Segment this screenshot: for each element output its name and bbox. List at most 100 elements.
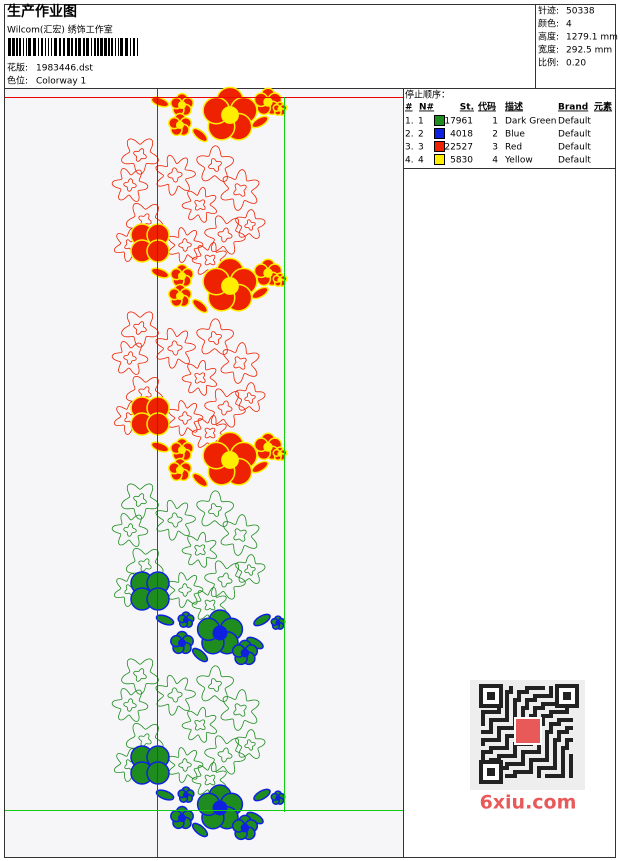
leaf	[155, 789, 175, 801]
qr-logo	[514, 717, 542, 745]
outline-motif	[196, 145, 234, 182]
bar-stripe	[104, 38, 107, 56]
row-number: 4	[418, 156, 424, 166]
brand: Default	[558, 130, 591, 140]
qr-cell	[565, 726, 569, 730]
qr-cell	[553, 710, 557, 714]
qr-cell	[553, 762, 557, 766]
outline-motif	[244, 739, 256, 751]
row-number: 3	[418, 143, 424, 153]
qr-cell	[505, 698, 509, 702]
design-canvas	[5, 89, 403, 857]
outline-motif	[121, 658, 159, 695]
outline-motif	[138, 213, 152, 227]
qr-cell	[545, 774, 549, 778]
leaf	[150, 267, 170, 279]
bar-stripe	[23, 38, 24, 56]
qr-cell	[521, 714, 525, 718]
qr-cell	[541, 702, 545, 706]
qr-cell	[549, 722, 553, 726]
qr-cell	[529, 750, 533, 754]
outline-motif	[123, 698, 137, 712]
bar-stripe	[100, 38, 103, 56]
qr-cell	[569, 774, 573, 778]
qr-cell	[489, 738, 493, 742]
qr-cell	[557, 722, 561, 726]
outline-motif	[167, 512, 183, 528]
flower-core	[183, 792, 189, 798]
label: 色位:	[7, 75, 28, 87]
qr-cell	[545, 694, 549, 698]
outline-motif	[217, 400, 233, 416]
qr-cell	[525, 706, 529, 710]
qr-cell	[505, 690, 509, 694]
barcode	[8, 38, 138, 56]
qr-cell	[529, 686, 533, 690]
qr-cell	[525, 690, 529, 694]
stitches: 4018	[450, 130, 473, 140]
flower-core	[176, 466, 184, 474]
stat-label: 比例:	[538, 57, 559, 69]
outline-motif	[208, 678, 222, 692]
qr-cell	[505, 746, 509, 750]
outline-motif	[208, 503, 222, 517]
flower-core	[178, 101, 186, 109]
outline-motif	[233, 528, 247, 542]
qr-cell	[529, 714, 533, 718]
bar-stripe	[94, 38, 96, 56]
stat-value: 1279.1 mm	[566, 33, 618, 43]
qr-cell	[553, 750, 557, 754]
qr-cell	[529, 766, 533, 770]
bar-stripe	[51, 38, 52, 56]
qr-cell	[521, 750, 525, 754]
qr-cell	[505, 738, 509, 742]
qr-cell	[529, 762, 533, 766]
qr-cell	[481, 718, 485, 722]
outline-motif	[235, 554, 266, 584]
design	[111, 86, 288, 841]
qr-cell	[533, 714, 537, 718]
qr-cell	[537, 686, 541, 690]
qr-cell	[533, 694, 537, 698]
outline-motif	[133, 321, 147, 335]
qr-cell	[505, 726, 509, 730]
outline-motif	[204, 599, 216, 611]
bar-stripe	[59, 38, 61, 56]
qr-cell	[509, 762, 513, 766]
qr-cell	[565, 730, 569, 734]
label: 花版:	[7, 62, 28, 74]
leaf	[155, 614, 175, 626]
qr-finder	[563, 692, 571, 700]
color-swatch	[434, 141, 445, 152]
qr-cell	[545, 742, 549, 746]
qr-cell	[517, 762, 521, 766]
bar-stripe	[28, 38, 31, 56]
qr-finder	[487, 768, 495, 776]
bar-stripe	[33, 38, 36, 56]
outline-motif	[194, 199, 206, 211]
bar-stripe	[45, 38, 46, 56]
qr-cell	[541, 686, 545, 690]
qr-cell	[533, 710, 537, 714]
qr-cell	[545, 702, 549, 706]
qr-cell	[561, 766, 565, 770]
qr-cell	[497, 730, 501, 734]
outline-motif	[204, 774, 216, 786]
qr-cell	[501, 726, 505, 730]
outline-motif	[155, 154, 196, 196]
qr-cell	[521, 690, 525, 694]
stat-value: 0.20	[566, 59, 586, 69]
outline-motif	[194, 544, 206, 556]
outline-motif	[196, 490, 234, 527]
flower-core	[221, 277, 239, 295]
outline-motif	[111, 168, 149, 202]
qr-cell	[513, 702, 517, 706]
qr-cell	[545, 766, 549, 770]
qr-cell	[565, 718, 569, 722]
column-header: 代码	[477, 101, 496, 113]
qr-cell	[525, 770, 529, 774]
brand: Default	[558, 156, 591, 166]
qr-cell	[537, 766, 541, 770]
row-index: 3.	[405, 143, 414, 153]
qr-cell	[493, 710, 497, 714]
